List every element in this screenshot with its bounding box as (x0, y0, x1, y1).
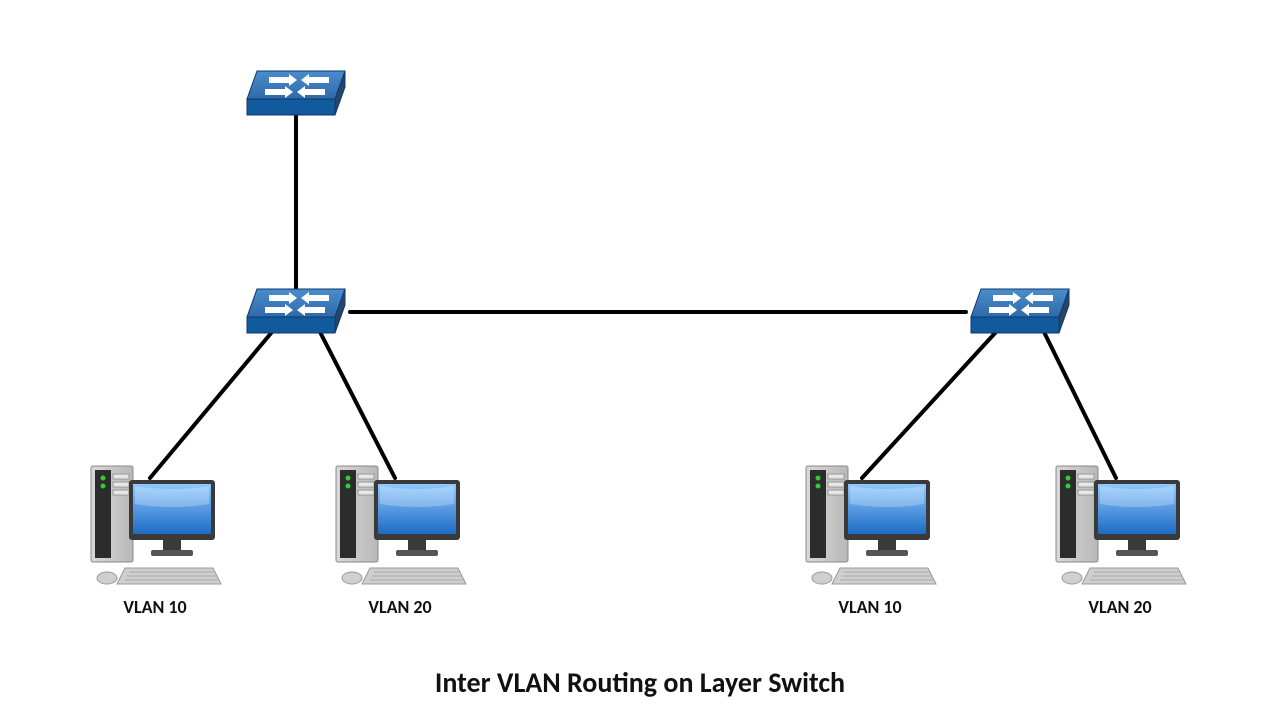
switch-left (241, 285, 351, 339)
pc-vlan10-right (800, 460, 940, 590)
diagram-title: Inter VLAN Routing on Layer Switch (435, 665, 845, 700)
diagram-canvas: VLAN 10 VLAN 20 VLAN 10 VLAN 20 Inter VL… (0, 0, 1280, 720)
label-pc2: VLAN 20 (368, 596, 431, 618)
label-pc4: VLAN 20 (1088, 596, 1151, 618)
switch-right (965, 285, 1075, 339)
pc-vlan20-right (1050, 460, 1190, 590)
label-pc1: VLAN 10 (123, 596, 186, 618)
pc-vlan10-left (85, 460, 225, 590)
pc-vlan20-left (330, 460, 470, 590)
switch-top (241, 67, 351, 121)
label-pc3: VLAN 10 (838, 596, 901, 618)
